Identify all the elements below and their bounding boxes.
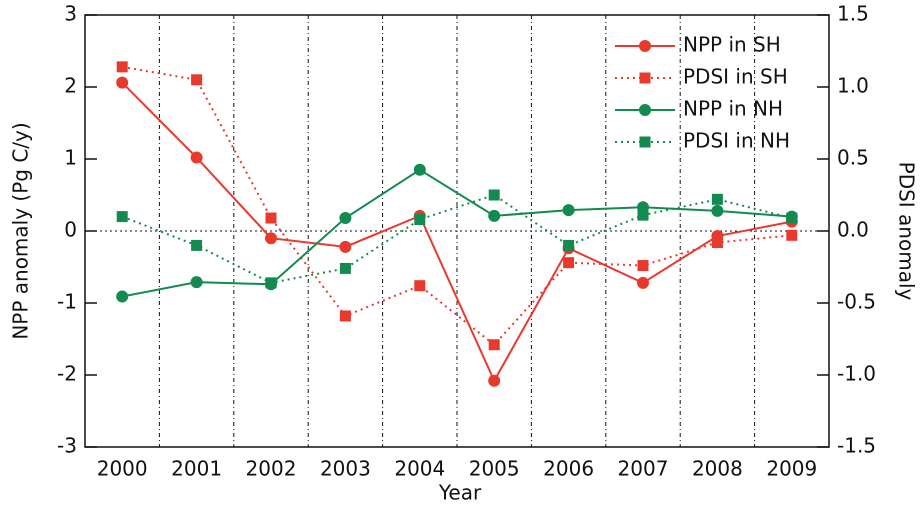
- point: [563, 239, 575, 251]
- legend-label: PDSI in SH: [683, 65, 788, 89]
- x-tick-label: 2003: [320, 457, 371, 481]
- point: [488, 339, 500, 351]
- point: [488, 189, 500, 201]
- point: [116, 76, 129, 89]
- point: [637, 260, 649, 272]
- point: [265, 277, 277, 289]
- y2-tick-label: -0.5: [837, 290, 876, 314]
- point: [339, 240, 352, 253]
- legend-marker: [639, 104, 651, 116]
- point: [414, 213, 426, 225]
- point: [488, 209, 501, 222]
- x-tick-label: 2004: [394, 457, 445, 481]
- point: [786, 229, 798, 241]
- point: [116, 211, 128, 223]
- point: [637, 276, 649, 289]
- y2-tick-label: 0.5: [837, 146, 869, 170]
- y-tick-label: -2: [57, 362, 77, 386]
- point: [637, 209, 649, 221]
- x-tick-label: 2000: [97, 457, 148, 481]
- point: [413, 163, 426, 176]
- point: [488, 374, 501, 387]
- x-tick-label: 2008: [692, 457, 743, 481]
- point: [190, 151, 203, 164]
- legend-label: NPP in SH: [683, 33, 781, 57]
- point: [116, 290, 129, 303]
- x-tick-label: 2005: [469, 457, 520, 481]
- x-tick-label: 2001: [171, 457, 222, 481]
- point: [191, 239, 203, 251]
- point: [339, 212, 352, 225]
- x-tick-label: 2007: [618, 457, 669, 481]
- point: [711, 204, 724, 217]
- point: [190, 276, 203, 289]
- y-tick-label: 2: [64, 74, 77, 98]
- legend-marker: [639, 136, 651, 148]
- point: [191, 74, 203, 86]
- y2-tick-label: 0.0: [837, 218, 869, 242]
- y2-axis-label: PDSI anomaly: [895, 162, 919, 301]
- point: [265, 232, 277, 245]
- point: [414, 280, 426, 292]
- y-axis-label: NPP anomaly (Pg C/y): [9, 122, 33, 339]
- y-tick-label: 1: [64, 146, 77, 170]
- x-tick-label: 2006: [543, 457, 594, 481]
- y2-tick-label: 1.5: [837, 2, 869, 26]
- y2-tick-label: -1.0: [837, 362, 876, 386]
- point: [711, 193, 723, 205]
- x-tick-label: 2002: [246, 457, 297, 481]
- y-tick-label: -3: [57, 434, 77, 458]
- series-line: [122, 168, 792, 298]
- legend-marker: [639, 72, 651, 84]
- x-tick-label: 2009: [766, 457, 817, 481]
- point: [562, 204, 575, 217]
- point: [563, 257, 575, 269]
- y-tick-label: -1: [57, 290, 77, 314]
- point: [265, 212, 277, 224]
- point: [116, 61, 128, 73]
- legend-label: PDSI in NH: [683, 129, 790, 153]
- series-line: [121, 193, 793, 284]
- point: [339, 310, 351, 322]
- y-tick-label: 0: [64, 218, 77, 242]
- point: [711, 237, 723, 249]
- legend-label: NPP in NH: [683, 97, 783, 121]
- series-line: [121, 81, 792, 383]
- y2-tick-label: 1.0: [837, 74, 869, 98]
- point: [786, 212, 798, 224]
- point: [339, 262, 351, 274]
- y-tick-label: 3: [64, 2, 77, 26]
- x-axis-label: Year: [438, 481, 482, 505]
- legend-marker: [639, 40, 651, 52]
- y2-tick-label: -1.5: [837, 434, 876, 458]
